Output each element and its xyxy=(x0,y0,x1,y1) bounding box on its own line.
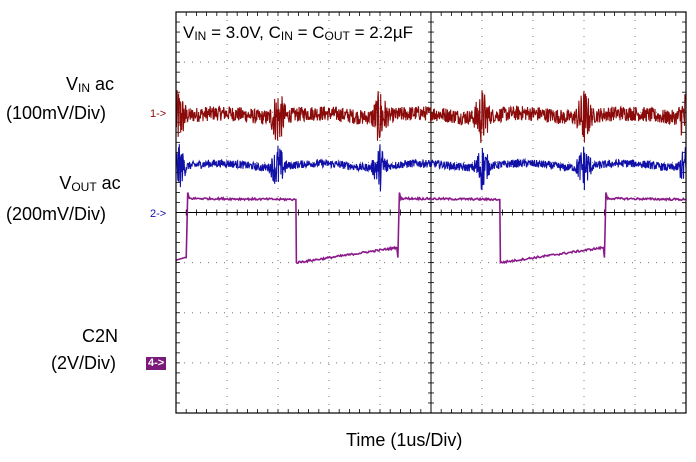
chart-title: VIN = 3.0V, CIN = COUT = 2.2µF xyxy=(183,23,414,43)
ch1-trace xyxy=(175,90,687,144)
ch4-trace xyxy=(175,192,686,265)
ch4-name: C2N xyxy=(81,326,118,346)
ch2-name: VOUT ac xyxy=(59,173,121,194)
ch2-scale: (200mV/Div) xyxy=(6,204,107,224)
ch1-name: VIN ac xyxy=(65,74,115,95)
ch2-marker: 2-> xyxy=(150,208,167,220)
traces xyxy=(175,90,687,265)
ch1-marker: 1-> xyxy=(150,108,167,120)
grid xyxy=(176,12,686,413)
plot-frame xyxy=(175,11,687,414)
ch2-trace xyxy=(175,144,687,192)
x-axis-label: Time (1us/Div) xyxy=(346,430,463,450)
ch4-scale: (2V/Div) xyxy=(51,353,117,373)
ch4-marker: 4-> xyxy=(146,357,167,370)
ch1-scale: (100mV/Div) xyxy=(6,103,107,123)
